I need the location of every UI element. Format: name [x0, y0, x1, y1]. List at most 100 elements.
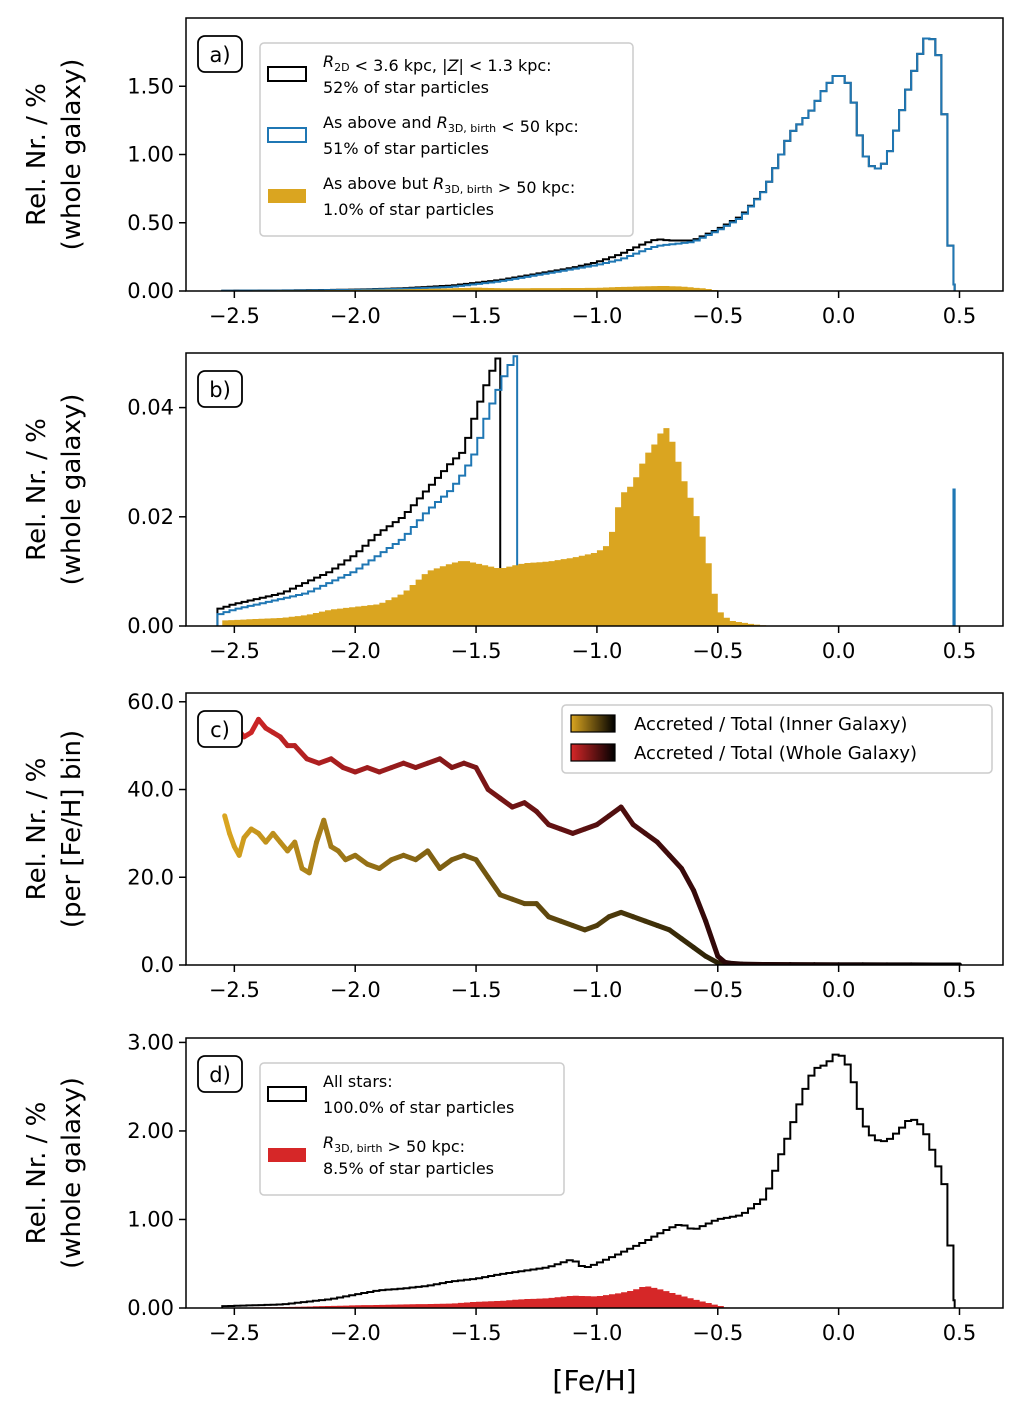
y-axis-label: Rel. Nr. / % (per [Fe/H] bin)	[22, 730, 87, 928]
panel-label-box	[197, 710, 243, 748]
y-tick-label: 0.02	[127, 505, 174, 529]
legend-entry-line-2: 8.5% of star particles	[323, 1159, 494, 1178]
x-tick-label: −2.5	[209, 978, 260, 1002]
line-segment-series-0	[292, 839, 305, 871]
line-segment-series-0	[425, 848, 443, 871]
y-axis-label-line-1: Rel. Nr. / %	[22, 83, 52, 226]
y-axis-label-line-2: (whole galaxy)	[57, 394, 87, 586]
y-tick-label: 40.0	[127, 778, 174, 802]
y-axis-label-line-1: Rel. Nr. / %	[22, 758, 52, 901]
y-tick-label: 20.0	[127, 865, 174, 889]
legend-swatch	[570, 743, 616, 762]
x-tick-label: 0.5	[943, 304, 976, 328]
x-tick-label: −1.5	[451, 304, 502, 328]
x-tick-label: −2.5	[209, 304, 260, 328]
legend-entry-line-2: 100.0% of star particles	[323, 1098, 514, 1117]
line-segment-series-0	[485, 874, 503, 898]
legend-entry-line-1: As above but R3D, birth > 50 kpc:	[323, 174, 575, 197]
histogram-step-series-1	[216, 355, 519, 626]
x-tick-label: −1.5	[451, 639, 502, 663]
x-tick-label: 0.0	[822, 304, 855, 328]
x-tick-label: 0.0	[822, 1321, 855, 1345]
x-tick-label: 0.0	[822, 639, 855, 663]
line-segment-series-0	[236, 835, 247, 858]
x-tick-label: −2.0	[330, 978, 381, 1002]
x-tick-label: −1.0	[571, 304, 622, 328]
line-segment-series-1	[654, 839, 672, 858]
panel-label-text: a)	[209, 43, 230, 67]
line-segment-series-1	[679, 865, 697, 893]
y-tick-label: 0.00	[127, 279, 174, 303]
legend-swatch	[267, 1086, 307, 1102]
legend-entry-line-2: 52% of star particles	[323, 78, 489, 97]
panel-label-box	[197, 1055, 243, 1093]
y-axis-label-line-2: (whole galaxy)	[57, 1077, 87, 1269]
x-tick-label: −1.0	[571, 978, 622, 1002]
y-tick-label: 1.50	[127, 74, 174, 98]
legend: R2D < 3.6 kpc, |Z| < 1.3 kpc: 52% of star…	[259, 42, 634, 237]
y-axis-label-line-1: Rel. Nr. / %	[22, 1102, 52, 1245]
legend-swatch	[268, 189, 306, 203]
line-segment-series-0	[222, 813, 233, 836]
legend-swatch	[268, 1148, 306, 1162]
legend-entry: Accreted / Total (Inner Galaxy)	[634, 714, 907, 735]
x-tick-label: −2.0	[330, 1321, 381, 1345]
line-segment-series-0	[533, 901, 552, 920]
panel-a: −2.5 −2.0 −1.5 −1.0 −0.5 0.0 0.5 0.00 0.50 1.00 1.…	[22, 17, 1004, 328]
histogram-step-series-2	[952, 488, 956, 626]
x-tick-label: −1.5	[451, 1321, 502, 1345]
panel-label-text: c)	[210, 718, 230, 742]
line-segment-series-1	[691, 887, 709, 924]
axes-frame	[185, 352, 1004, 627]
panel-label: c)	[197, 710, 243, 748]
x-tick-label: 0.0	[822, 978, 855, 1002]
panel-label-text: b)	[209, 378, 231, 402]
y-axis-label-line-2: (whole galaxy)	[57, 59, 87, 251]
y-tick-label: 60.0	[127, 690, 174, 714]
histogram-step-series-0	[216, 357, 502, 626]
histogram-fill-series-1	[222, 1286, 730, 1308]
panel-d: −2.5 −2.0 −1.5 −1.0 −0.5 0.0 0.5 0.00 1.00 2.00 3.…	[22, 1030, 1004, 1397]
x-tick-label: −0.5	[692, 639, 743, 663]
legend: Accreted / Total (Inner Galaxy) Accreted …	[561, 704, 993, 774]
line-segment-series-1	[703, 918, 721, 959]
panel-label-text: d)	[209, 1063, 231, 1087]
y-tick-label: 3.00	[127, 1030, 174, 1054]
panel-label-box	[197, 370, 243, 408]
x-tick-label: 0.5	[943, 639, 976, 663]
x-tick-label: −2.5	[209, 639, 260, 663]
panel-label: b)	[197, 370, 243, 408]
x-tick-label: 0.5	[943, 1321, 976, 1345]
x-tick-label: −0.5	[692, 304, 743, 328]
histogram-step-series-0	[221, 1053, 956, 1308]
panel-label-box	[197, 35, 243, 73]
line-segment-series-1	[533, 808, 552, 828]
plot-area	[221, 1053, 956, 1308]
x-tick-label: −1.5	[451, 978, 502, 1002]
x-axis-label: [Fe/H]	[552, 1364, 636, 1397]
legend-entry-line-2: 51% of star particles	[323, 139, 489, 158]
panel-label: d)	[197, 1055, 243, 1093]
y-axis-label: Rel. Nr. / % (whole galaxy)	[22, 394, 87, 586]
y-axis-label-line-2: (per [Fe/H] bin)	[57, 730, 87, 928]
y-tick-label: 0.04	[127, 396, 174, 420]
legend-box	[561, 704, 993, 774]
legend-box	[259, 1062, 565, 1196]
y-tick-label: 1.00	[127, 1207, 174, 1231]
legend-entry: Accreted / Total (Whole Galaxy)	[634, 743, 917, 764]
axes-frame	[185, 1037, 1004, 1309]
panel-c: −2.5 −2.0 −1.5 −1.0 −0.5 0.0 0.5 0.0 20.0 40.0 60.…	[22, 690, 1004, 1002]
panel-label: a)	[197, 35, 243, 73]
line-segment-series-0	[306, 839, 320, 876]
y-tick-label: 0.00	[127, 614, 174, 638]
x-tick-label: −0.5	[692, 1321, 743, 1345]
axes-frame	[185, 692, 1004, 966]
legend-entry-line-1: As above and R3D, birth < 50 kpc:	[323, 113, 579, 136]
y-tick-label: 0.50	[127, 211, 174, 235]
panel-b: −2.5 −2.0 −1.5 −1.0 −0.5 0.0 0.5 0.00 0.02 0.04 Re…	[22, 352, 1004, 663]
y-tick-label: 0.0	[141, 953, 174, 977]
legend-entry-line-1: R2D < 3.6 kpc, |Z| < 1.3 kpc:	[323, 52, 552, 75]
legend-swatch	[267, 127, 307, 143]
legend-entry-line-1: R3D, birth > 50 kpc:	[323, 1133, 465, 1156]
